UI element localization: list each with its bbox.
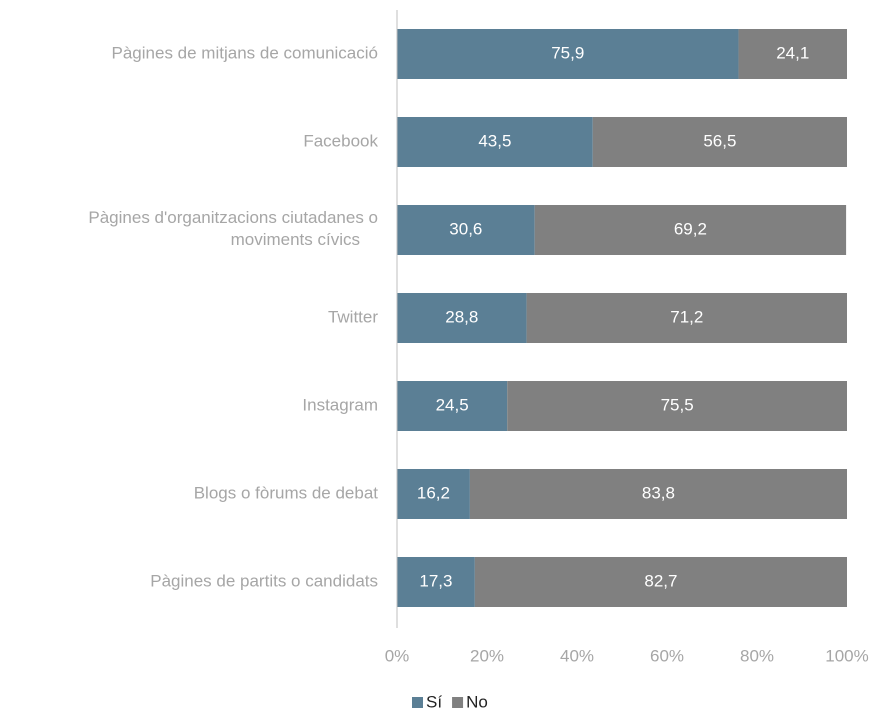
value-label: 24,5 xyxy=(436,395,469,414)
value-label: 75,9 xyxy=(551,43,584,62)
category-label: Pàgines de partits o candidats xyxy=(150,571,378,590)
bar-segment xyxy=(397,557,475,607)
value-label: 83,8 xyxy=(642,483,675,502)
value-label: 56,5 xyxy=(703,131,736,150)
legend-swatch xyxy=(452,697,464,708)
category-label: Twitter xyxy=(328,307,378,326)
bar-segment xyxy=(397,117,593,167)
value-label: 16,2 xyxy=(417,483,450,502)
value-label: 43,5 xyxy=(478,131,511,150)
bar-segment xyxy=(592,117,847,167)
x-tick-label: 100% xyxy=(825,646,868,665)
category-label: Facebook xyxy=(303,131,378,150)
bar-segment xyxy=(397,205,535,255)
value-label: 69,2 xyxy=(674,219,707,238)
bar-segment xyxy=(397,29,739,79)
x-tick-label: 20% xyxy=(470,646,504,665)
value-label: 28,8 xyxy=(445,307,478,326)
bar-segment xyxy=(469,469,847,519)
value-label: 71,2 xyxy=(670,307,703,326)
bar-segment xyxy=(397,293,527,343)
category-label: Blogs o fòrums de debat xyxy=(194,483,379,502)
value-label: 75,5 xyxy=(661,395,694,414)
category-label: Pàgines de mitjans de comunicació xyxy=(112,43,378,62)
x-tick-label: 0% xyxy=(385,646,410,665)
value-label: 30,6 xyxy=(449,219,482,238)
bar-segment xyxy=(526,293,847,343)
legend-swatch xyxy=(412,697,423,708)
legend-label: No xyxy=(466,692,488,711)
category-label: Instagram xyxy=(302,395,378,414)
value-label: 24,1 xyxy=(776,43,809,62)
value-label: 82,7 xyxy=(644,571,677,590)
category-label: Pàgines d'organitzacions ciutadanes o mov… xyxy=(88,208,378,249)
x-tick-label: 60% xyxy=(650,646,684,665)
value-label: 17,3 xyxy=(419,571,452,590)
x-tick-label: 40% xyxy=(560,646,594,665)
x-tick-label: 80% xyxy=(740,646,774,665)
bar-segment xyxy=(507,381,847,431)
bar-segment xyxy=(474,557,847,607)
bar-segment xyxy=(397,469,470,519)
bar-segment xyxy=(397,381,508,431)
bar-segment xyxy=(738,29,847,79)
legend-label: Sí xyxy=(426,692,442,711)
bar-segment xyxy=(534,205,847,255)
